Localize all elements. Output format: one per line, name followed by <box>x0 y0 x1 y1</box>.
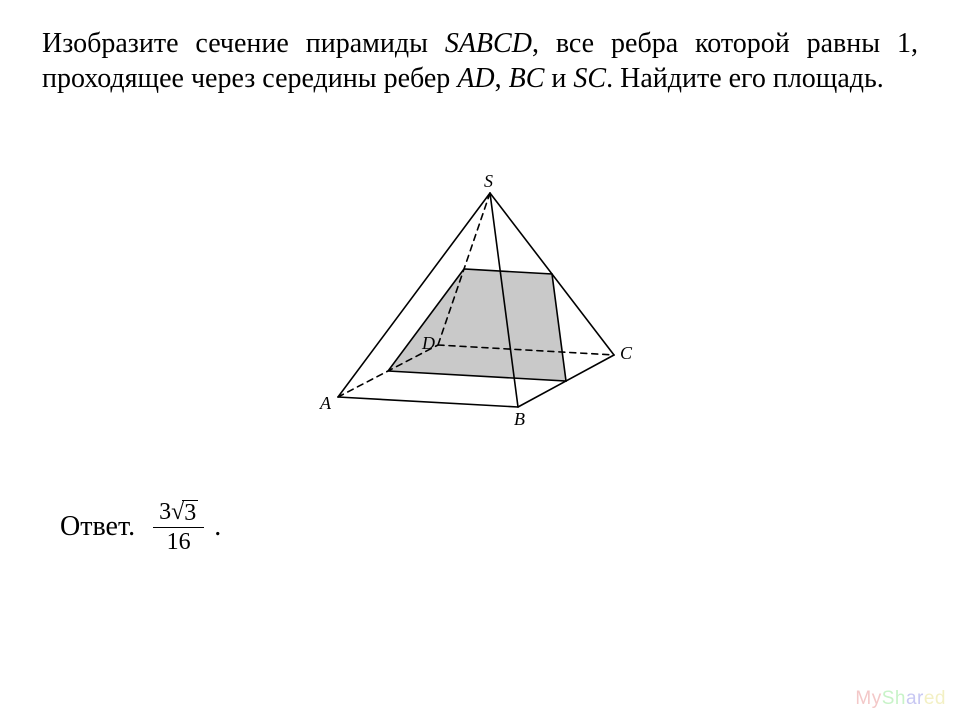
svg-text:A: A <box>319 393 332 413</box>
pyramid-figure: S A B C D <box>300 175 660 435</box>
watermark: MyShared <box>855 688 946 710</box>
problem-sym-sabcd: SABCD <box>445 28 532 59</box>
problem-text: и <box>544 63 573 94</box>
sqrt: √3 <box>171 500 198 525</box>
fraction-numerator: 3√3 <box>153 500 204 528</box>
svg-text:S: S <box>484 175 493 191</box>
problem-sym-sc: SC <box>573 63 606 94</box>
pyramid-svg: S A B C D <box>300 175 660 435</box>
radicand: 3 <box>182 500 198 525</box>
numerator-coeff: 3 <box>159 499 171 525</box>
page: Изобразите сечение пирамиды SABCD, все р… <box>0 0 960 720</box>
problem-sym-ad: AD <box>457 63 494 94</box>
problem-text: , <box>495 63 509 94</box>
answer-label: Ответ. <box>60 511 135 543</box>
problem-text: Изобразите сечение пирамиды <box>42 28 445 59</box>
watermark-part: Sh <box>882 688 906 709</box>
watermark-part: ar <box>906 688 924 709</box>
problem-sym-bc: BC <box>509 63 545 94</box>
fraction-denominator: 16 <box>153 528 204 554</box>
watermark-part: ed <box>924 688 946 709</box>
answer-fraction: 3√3 16 <box>153 500 204 554</box>
answer-period: . <box>214 511 221 543</box>
problem-text: . Найдите его площадь. <box>606 63 884 94</box>
svg-text:D: D <box>421 333 435 353</box>
problem-statement: Изобразите сечение пирамиды SABCD, все р… <box>42 26 918 96</box>
svg-text:C: C <box>620 343 633 363</box>
answer: Ответ. 3√3 16 . <box>60 500 221 554</box>
svg-text:B: B <box>514 409 525 429</box>
watermark-part: My <box>855 688 881 709</box>
